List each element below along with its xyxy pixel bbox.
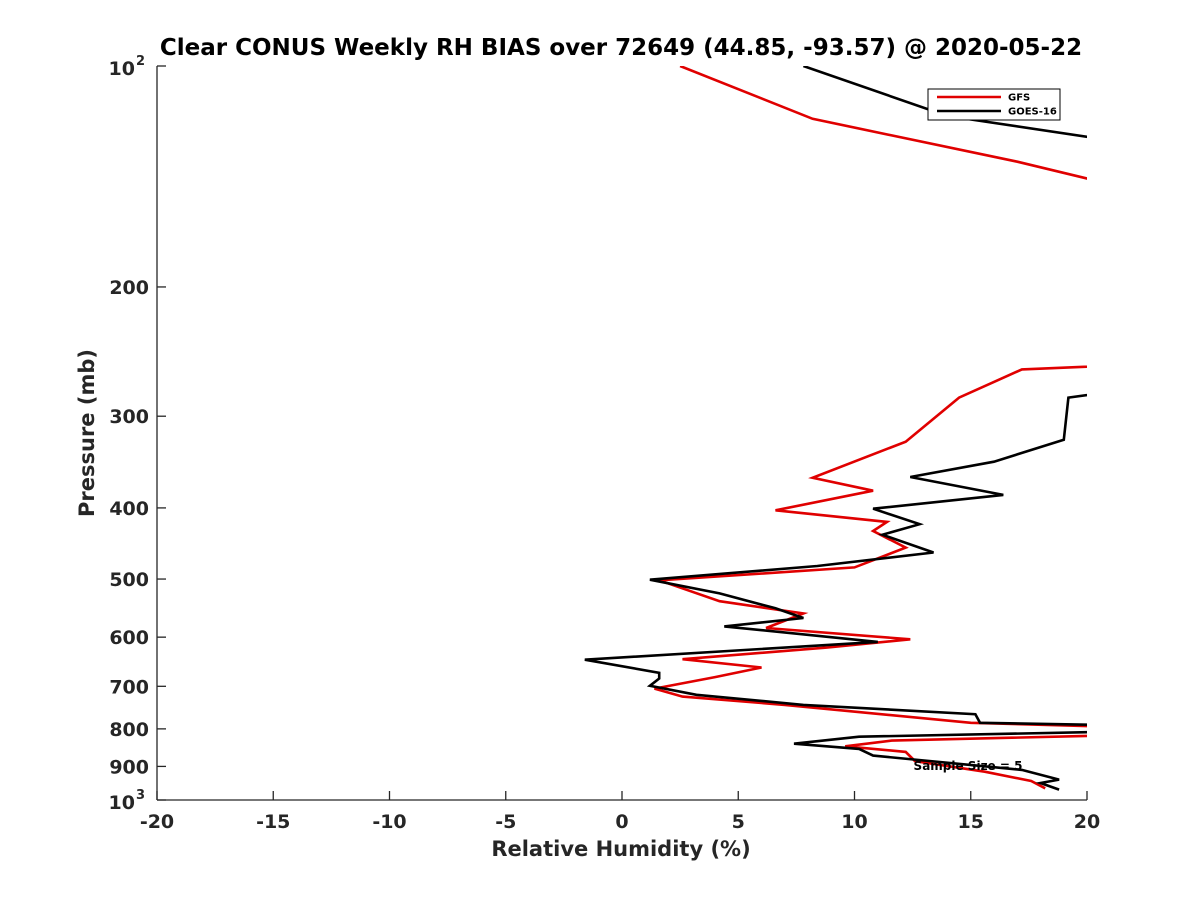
chart-title: Clear CONUS Weekly RH BIAS over 72649 (4… [160,35,1082,61]
x-tick-label: 5 [732,811,745,833]
x-tick-label: 0 [615,811,628,833]
legend-label: GFS [1008,93,1030,104]
y-tick-label: 10 [109,58,135,80]
sample-size-annotation: Sample Size = 5 [914,759,1023,773]
y-tick-label: 500 [109,569,149,591]
y-tick-label: 300 [109,406,149,428]
y-tick-label: 10 [109,792,135,814]
x-tick-label: 10 [841,811,867,833]
legend-box [927,88,1061,121]
x-axis-label: Relative Humidity (%) [491,837,750,861]
y-tick-exponent: 2 [136,54,145,69]
y-axis-label: Pressure (mb) [75,349,99,517]
x-tick-label: -5 [495,811,516,833]
x-tick-label: -20 [140,811,174,833]
x-tick-label: 20 [1074,811,1100,833]
legend: GFS GOES-16 [927,88,1061,121]
x-tick-label: -15 [256,811,290,833]
y-tick-label: 200 [109,277,149,299]
y-tick-exponent: 3 [136,788,145,803]
series-line-goes-16 [584,66,1087,791]
y-tick-label: 400 [109,498,149,520]
series-line-gfs [654,66,1087,790]
legend-label: GOES-16 [1008,107,1057,118]
x-tick-label: -10 [372,811,406,833]
y-tick-label: 900 [109,756,149,778]
y-tick-label: 700 [109,676,149,698]
x-tick-label: 15 [958,811,984,833]
y-tick-label: 800 [109,719,149,741]
y-tick-label: 600 [109,627,149,649]
